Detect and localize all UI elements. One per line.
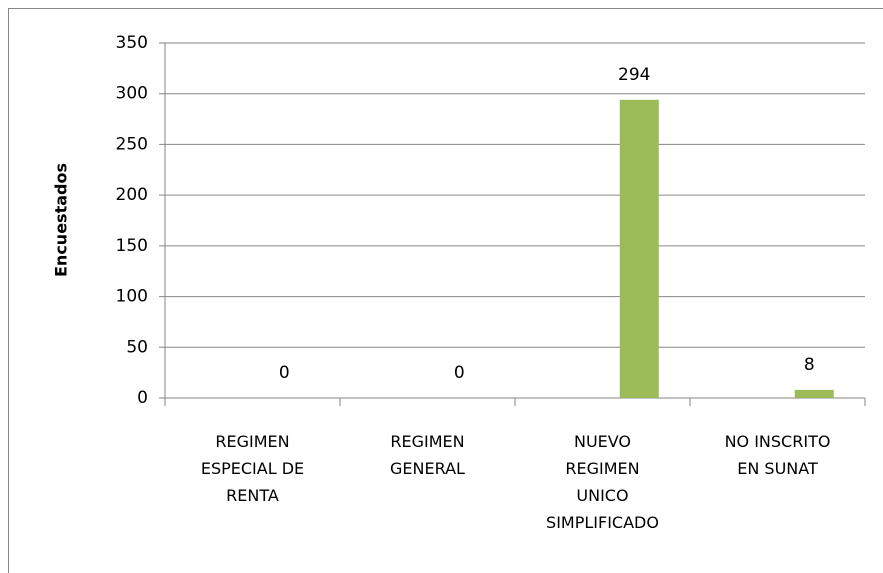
y-tick-label: 150	[116, 236, 148, 256]
x-tick-label: REGIMEN ESPECIAL DE RENTA	[200, 432, 305, 505]
data-label: 8	[804, 355, 815, 375]
bar	[794, 389, 834, 398]
x-tick-label: REGIMEN GENERAL	[390, 432, 465, 478]
data-label: 294	[618, 65, 650, 85]
y-tick-label: 350	[116, 33, 148, 53]
y-tick-label: 300	[116, 84, 148, 104]
y-tick-label: 50	[126, 337, 148, 357]
chart-frame	[8, 8, 883, 573]
x-tick-label: NO INSCRITO EN SUNAT	[724, 432, 831, 478]
bar	[619, 99, 659, 399]
x-tick-label: NUEVO REGIMEN UNICO SIMPLIFICADO	[546, 432, 659, 532]
y-tick-label: 0	[137, 388, 148, 408]
y-tick-label: 200	[116, 185, 148, 205]
y-tick-label: 250	[116, 134, 148, 154]
data-label: 0	[279, 363, 290, 383]
y-tick-label: 100	[116, 287, 148, 307]
data-label: 0	[454, 363, 465, 383]
y-axis-label: Encuestados	[52, 163, 71, 277]
